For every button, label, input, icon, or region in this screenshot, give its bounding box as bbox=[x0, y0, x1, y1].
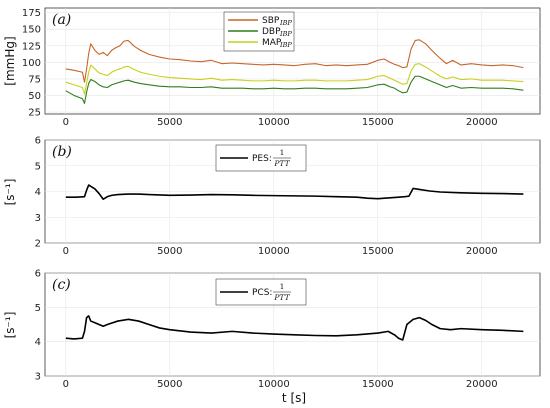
panel-c-ytick-label-1: 4 bbox=[35, 337, 41, 348]
legend-pes-frac-num: 1 bbox=[280, 148, 285, 157]
legend-pcs-frac-den: PTT bbox=[273, 293, 290, 302]
panel-a-ytick-label-1: 50 bbox=[28, 91, 41, 102]
panel-c-xtick-label-1: 5000 bbox=[157, 379, 182, 390]
panel-a-xtick-label-2: 10000 bbox=[258, 117, 290, 128]
panel-a-y-ticks: 25 50 75 100 125 150 175 bbox=[22, 8, 41, 118]
panel-c-xlabel: t [s] bbox=[282, 391, 306, 405]
panel-c-legend: PCS: 1 PTT bbox=[215, 278, 307, 306]
panel-b-y-ticks: 2 3 4 5 6 bbox=[35, 136, 41, 250]
panel-b-lines bbox=[65, 184, 524, 201]
panel-a-ytick-label-0: 25 bbox=[28, 108, 41, 119]
panel-b-ytick-label-3: 5 bbox=[35, 161, 41, 172]
panel-a-legend: SBP IBP DBP IBP MAP IBP bbox=[223, 11, 295, 52]
panel-b-legend: PES: 1 PTT bbox=[215, 144, 307, 172]
panel-b-xtick-label-3: 15000 bbox=[362, 246, 394, 257]
panel-b-ytick-label-2: 4 bbox=[35, 187, 41, 198]
panel-b-xtick-label-2: 10000 bbox=[258, 246, 290, 257]
panel-b: 2 3 4 5 6 0 5000 10000 15000 20000 (b) [s⁻¹] PES… bbox=[3, 136, 541, 257]
panel-b-ylabel: [s⁻¹] bbox=[3, 179, 17, 206]
panel-a-series-line-1 bbox=[65, 75, 524, 104]
panel-c-grid bbox=[45, 272, 540, 377]
panel-a-ylabel: [mmHg] bbox=[3, 36, 17, 85]
panel-b-xtick-label-0: 0 bbox=[63, 246, 69, 257]
legend-pcs-label: PCS: bbox=[252, 288, 272, 298]
panel-b-xtick-label-1: 5000 bbox=[157, 246, 182, 257]
panel-b-x-ticks: 0 5000 10000 15000 20000 bbox=[63, 246, 498, 257]
legend-pcs-frac-num: 1 bbox=[280, 282, 285, 291]
panel-a-series-line-0 bbox=[65, 39, 524, 83]
panel-c-y-ticks: 3 4 5 6 bbox=[35, 269, 41, 383]
panel-c-ytick-label-3: 6 bbox=[35, 269, 41, 280]
panel-a-ytick-label-2: 75 bbox=[28, 74, 41, 85]
panel-b-ytick-label-1: 3 bbox=[35, 213, 41, 224]
panel-a-xtick-label-3: 15000 bbox=[362, 117, 394, 128]
panel-c-xtick-label-0: 0 bbox=[63, 379, 69, 390]
panel-a-ytick-label-3: 100 bbox=[22, 58, 41, 69]
panel-a-tag: (a) bbox=[52, 12, 71, 28]
panel-b-ytick-label-4: 6 bbox=[35, 136, 41, 147]
panel-c-x-ticks: 0 5000 10000 15000 20000 bbox=[63, 379, 498, 390]
legend-map-label: MAP bbox=[262, 38, 282, 48]
legend-pes-label: PES: bbox=[252, 154, 272, 164]
panel-c: 3 4 5 6 0 5000 10000 15000 20000 (c) [s⁻¹] t [s… bbox=[3, 269, 541, 405]
panel-c-xtick-label-3: 15000 bbox=[362, 379, 394, 390]
panel-b-xtick-label-4: 20000 bbox=[466, 246, 498, 257]
panel-a-lines bbox=[65, 39, 524, 104]
panel-b-tag: (b) bbox=[52, 144, 72, 160]
panel-c-xtick-label-2: 10000 bbox=[258, 379, 290, 390]
legend-map-sub: IBP bbox=[279, 41, 292, 49]
panel-a-ytick-label-4: 125 bbox=[22, 41, 41, 52]
panel-c-ytick-label-2: 5 bbox=[35, 303, 41, 314]
panel-c-lines bbox=[65, 315, 524, 341]
panel-b-series-line-0 bbox=[65, 184, 524, 201]
legend-dbp-label: DBP bbox=[262, 27, 281, 37]
panel-c-ytick-label-0: 3 bbox=[35, 372, 41, 383]
panel-a-series-line-2 bbox=[65, 63, 524, 95]
panel-a-ytick-label-6: 175 bbox=[22, 8, 41, 19]
legend-pes-frac-den: PTT bbox=[273, 159, 290, 168]
panel-c-series-line-0 bbox=[65, 315, 524, 341]
panel-c-xtick-label-4: 20000 bbox=[466, 379, 498, 390]
panel-a-ytick-label-5: 150 bbox=[22, 25, 41, 36]
panel-b-ytick-label-0: 2 bbox=[35, 239, 41, 250]
legend-sbp-sub: IBP bbox=[279, 19, 292, 27]
legend-dbp-sub: IBP bbox=[279, 30, 292, 38]
panel-c-tag: (c) bbox=[52, 277, 71, 293]
panel-a-xtick-label-4: 20000 bbox=[466, 117, 498, 128]
panel-a-xtick-label-1: 5000 bbox=[157, 117, 182, 128]
legend-sbp-label: SBP bbox=[262, 16, 280, 26]
panel-a-x-ticks: 0 5000 10000 15000 20000 bbox=[63, 117, 498, 128]
panel-c-ylabel: [s⁻¹] bbox=[3, 312, 17, 339]
panel-a-xtick-label-0: 0 bbox=[63, 117, 69, 128]
